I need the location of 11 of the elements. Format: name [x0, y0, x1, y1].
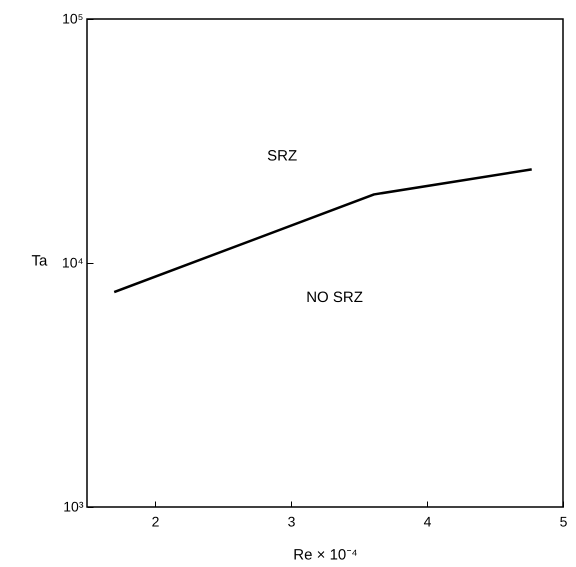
y-tick-label: 10³ [63, 498, 84, 514]
x-tick-label: 2 [152, 514, 160, 530]
annotation: SRZ [267, 148, 298, 165]
y-tick-label: 10⁵ [62, 10, 84, 26]
y-axis-title: Ta [32, 252, 48, 270]
annotation: NO SRZ [306, 289, 363, 306]
y-tick-label: 10⁴ [62, 254, 84, 270]
x-axis-title: Re × 10⁻⁴ [293, 546, 358, 564]
x-tick-label: 3 [288, 514, 296, 530]
x-tick-label: 4 [424, 514, 432, 530]
x-tick-label: 5 [560, 514, 568, 530]
